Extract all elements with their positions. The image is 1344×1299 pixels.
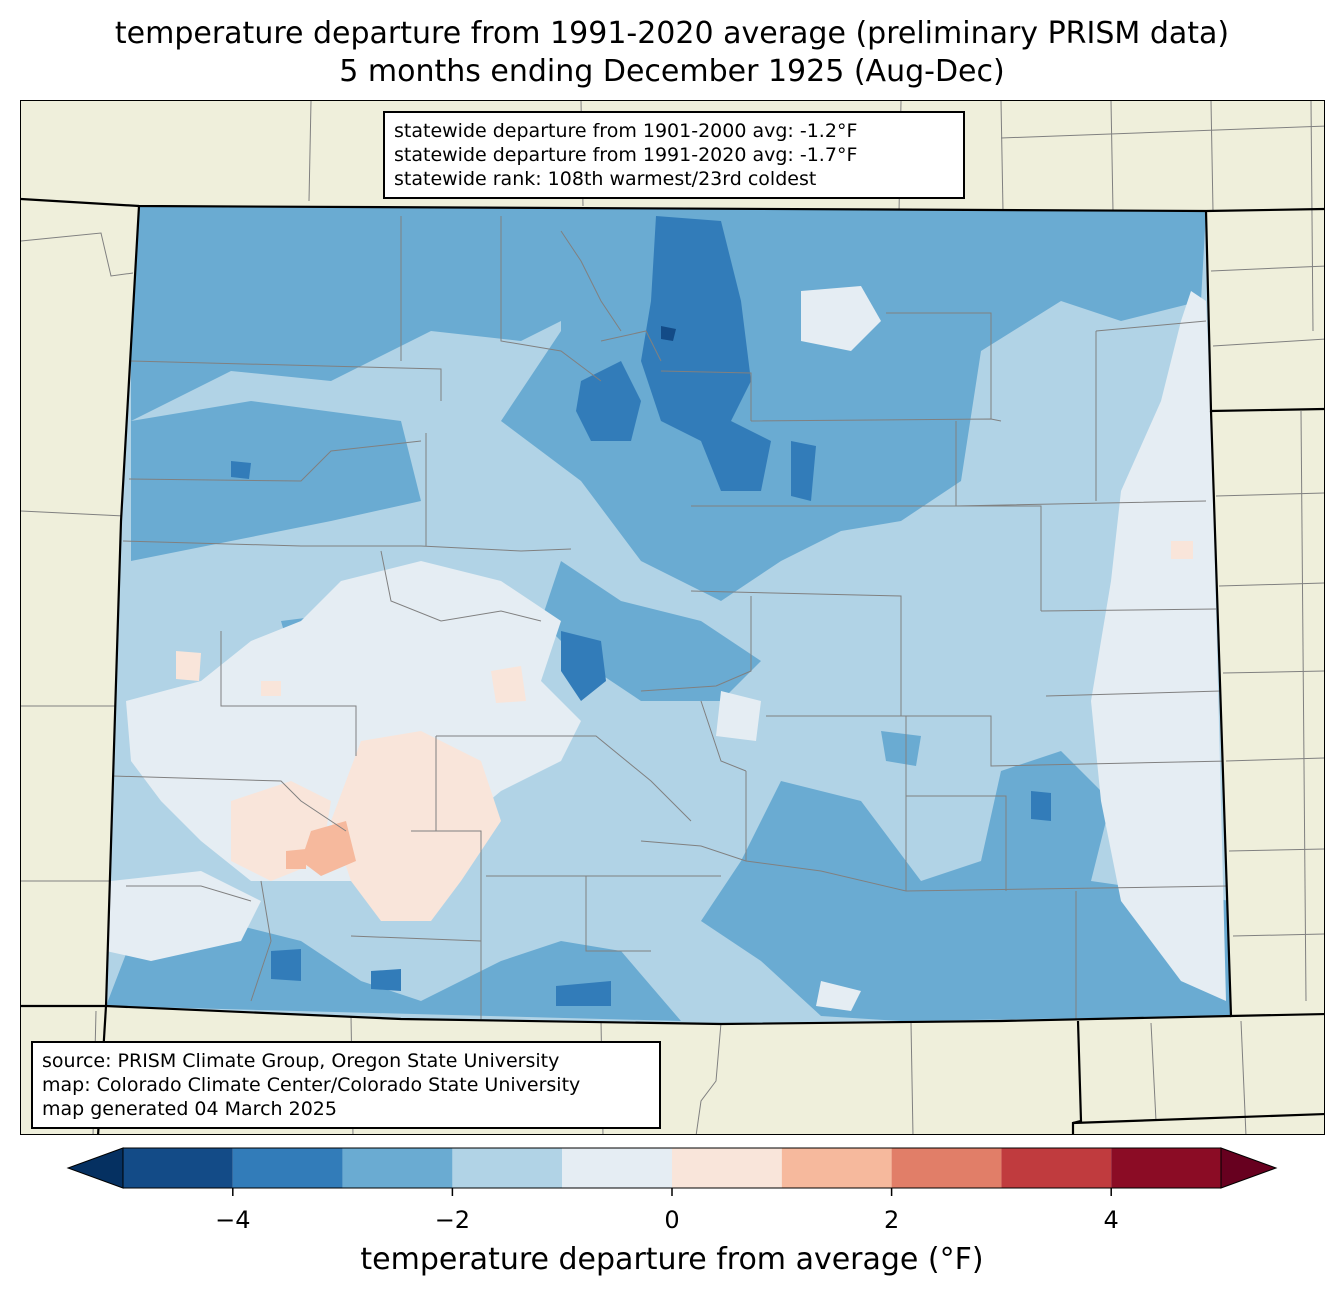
colorbar-bin: [562, 1148, 672, 1188]
temperature-contours: [106, 206, 1231, 1021]
generated-date-line: map generated 04 March 2025: [42, 1098, 337, 1120]
source-box: source: PRISM Climate Group, Oregon Stat…: [31, 1041, 661, 1129]
map-credit-line: map: Colorado Climate Center/Colorado St…: [42, 1074, 581, 1096]
colorbar-tick-label: 2: [883, 1206, 900, 1234]
colorado-map: [21, 101, 1324, 1134]
colorbar-bin: [781, 1148, 892, 1188]
stat-departure-1991-2020: statewide departure from 1991-2020 avg: …: [394, 144, 858, 166]
map-title-line1: temperature departure from 1991-2020 ave…: [114, 16, 1230, 51]
colorbar-tick-label: −4: [215, 1206, 251, 1234]
stat-rank: statewide rank: 108th warmest/23rd colde…: [394, 168, 817, 190]
source-line: source: PRISM Climate Group, Oregon Stat…: [42, 1050, 560, 1072]
colorbar-label: temperature departure from average (°F): [360, 1242, 984, 1277]
colorbar: [66, 1147, 1278, 1196]
colorbar-bin: [1111, 1148, 1221, 1188]
colorbar-tick-label: 0: [664, 1206, 680, 1234]
colorbar-under-extension: [66, 1147, 124, 1189]
map-panel: [20, 100, 1325, 1135]
colorbar-bin: [123, 1148, 233, 1188]
colorbar-bin: [452, 1148, 563, 1188]
statewide-stats-box: statewide departure from 1901-2000 avg: …: [383, 111, 965, 199]
colorbar-over-extension: [1220, 1147, 1278, 1189]
map-title-line2: 5 months ending December 1925 (Aug-Dec): [339, 54, 1005, 89]
colorbar-tick-label: −2: [434, 1206, 471, 1234]
stat-departure-1901-2000: statewide departure from 1901-2000 avg: …: [394, 120, 858, 142]
colorbar-tick-label: 4: [1103, 1206, 1119, 1234]
colorbar-bin: [891, 1148, 1002, 1188]
colorbar-bin: [342, 1148, 453, 1188]
colorbar-bin: [672, 1148, 782, 1188]
state-borders: [21, 197, 1324, 1134]
colorbar-bin: [1001, 1148, 1112, 1188]
colorbar-bin: [232, 1148, 343, 1188]
